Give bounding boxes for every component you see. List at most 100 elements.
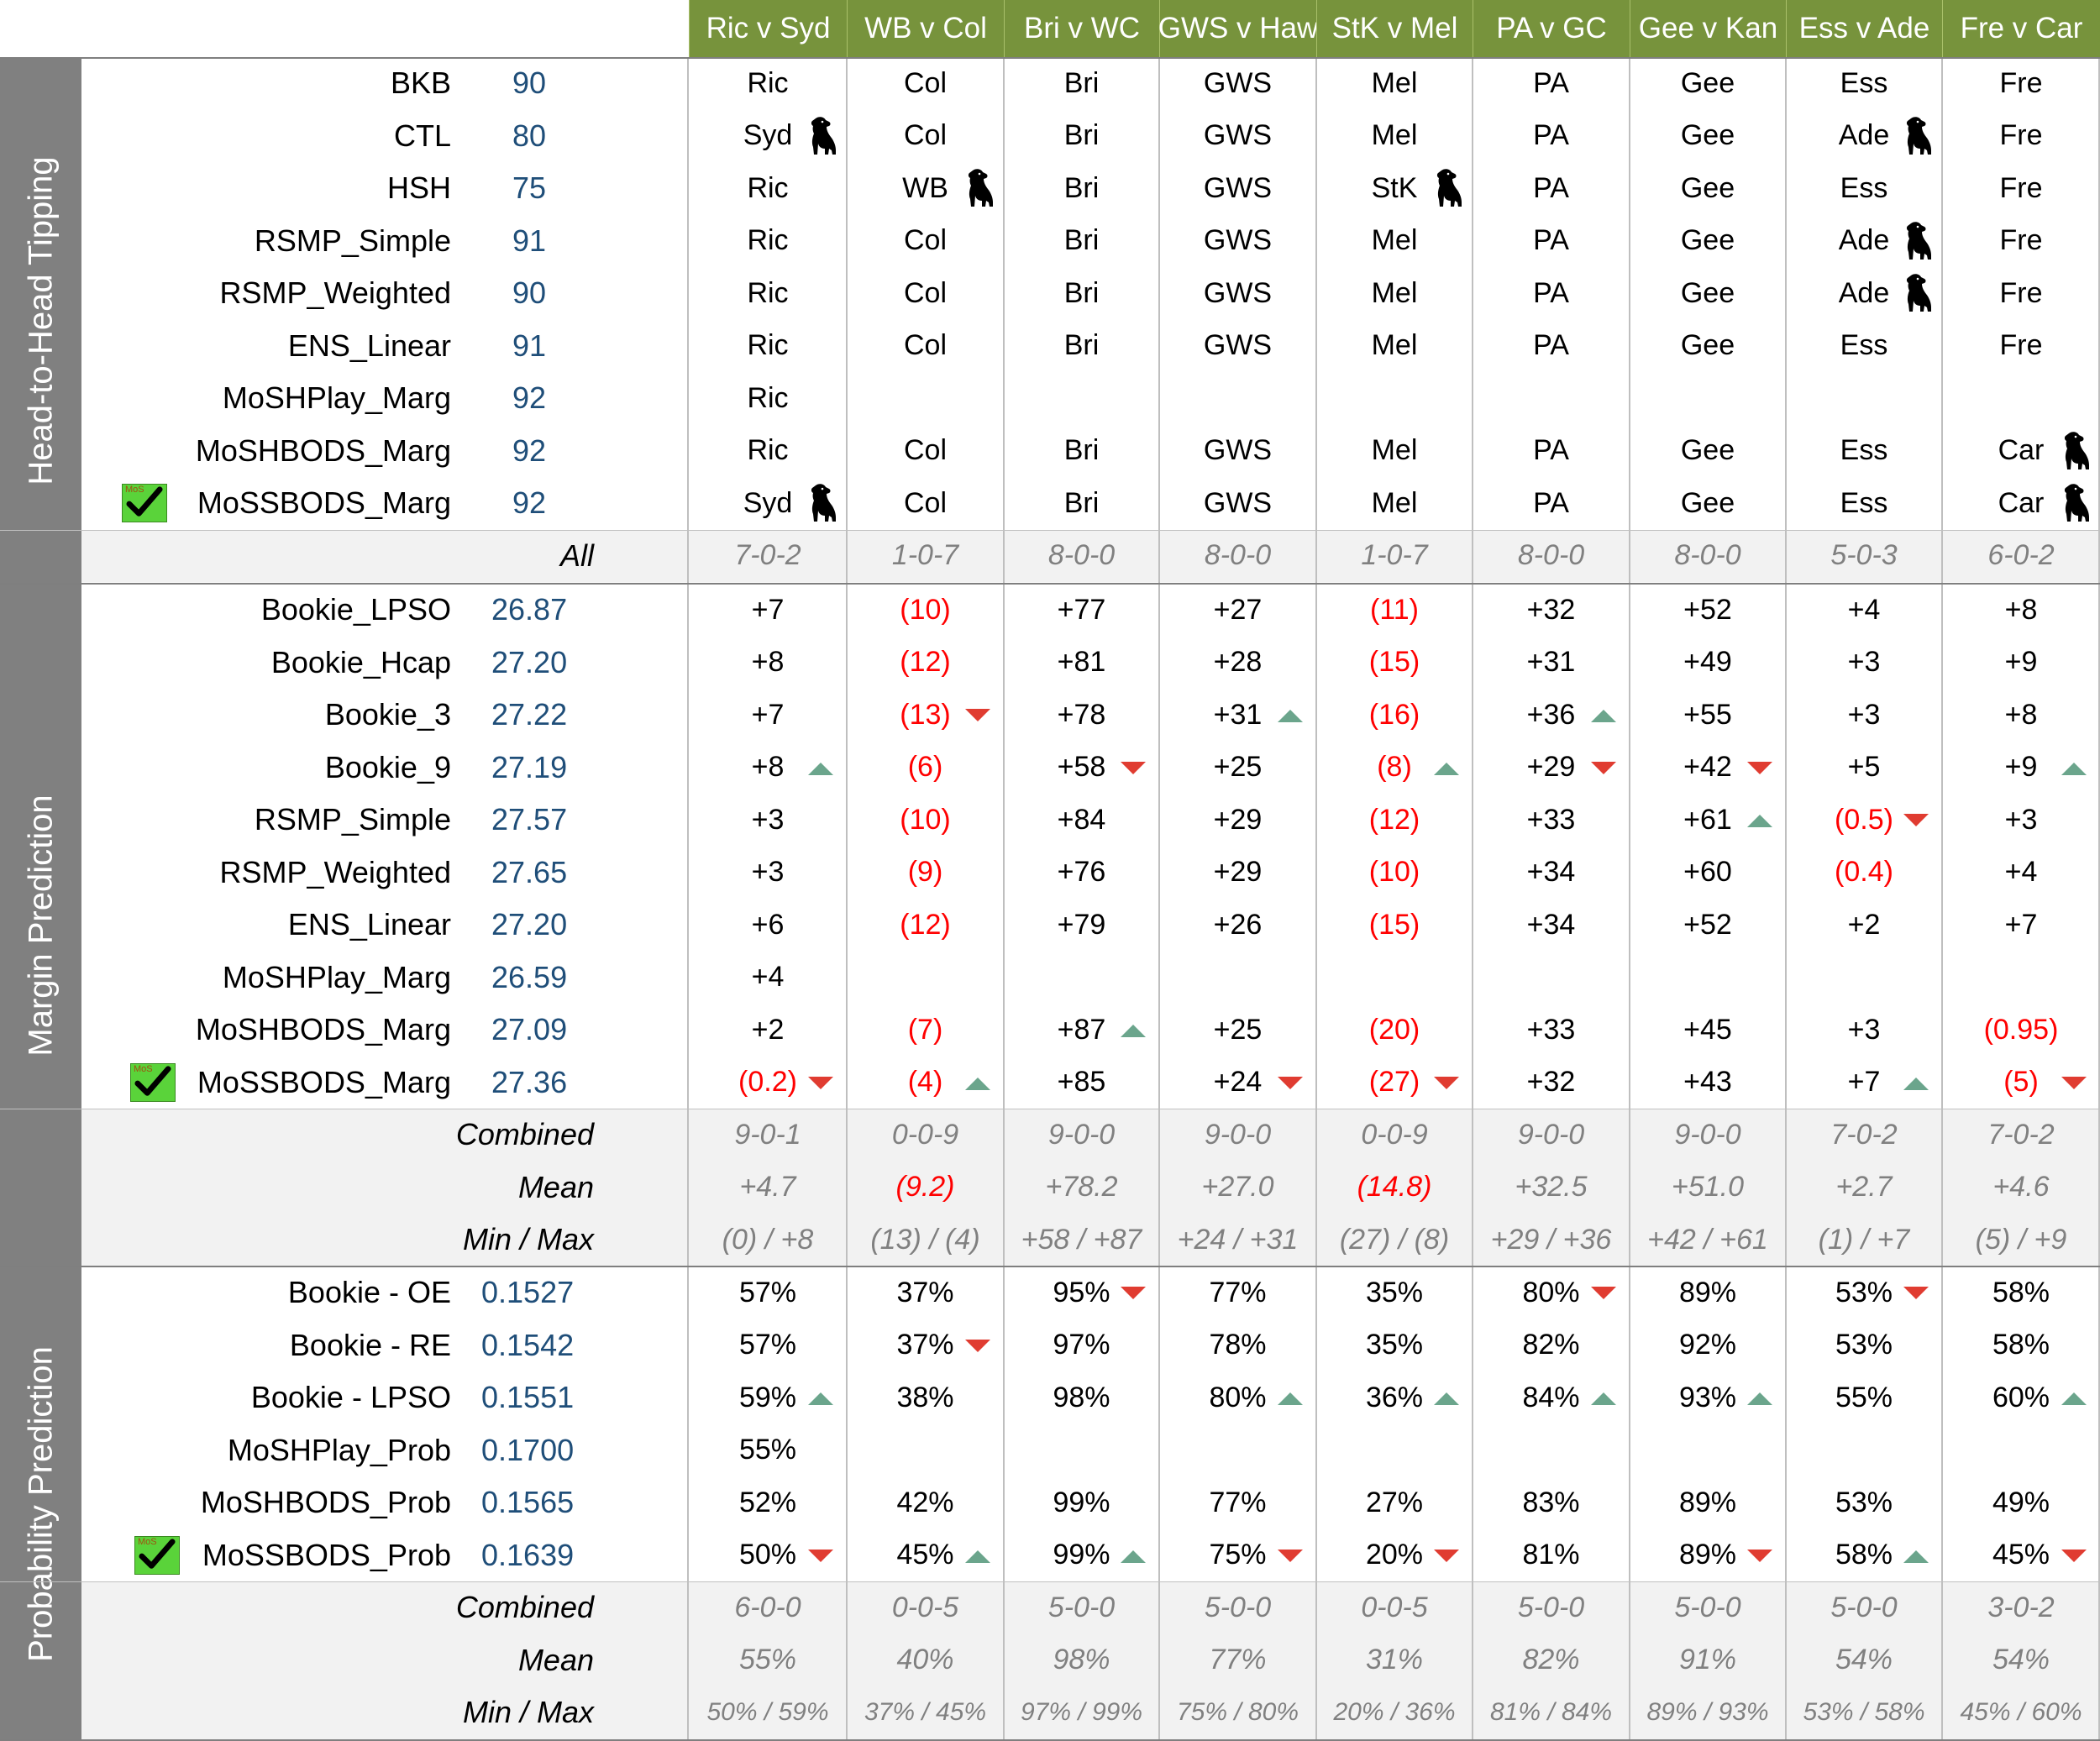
margin-cell: +36 bbox=[1526, 698, 1576, 731]
h2h-cell: Ade bbox=[1838, 119, 1890, 152]
game-header[interactable]: Fre v Car bbox=[1942, 0, 2100, 57]
summary-cell: 9-0-0 bbox=[1047, 1118, 1116, 1151]
h2h-cell: Fre bbox=[1999, 224, 2043, 257]
prob-cell bbox=[1159, 1424, 1316, 1477]
prob-cell: 20% bbox=[1365, 1539, 1424, 1571]
margin-cell: (11) bbox=[1370, 593, 1419, 626]
model-score: 0.1551 bbox=[481, 1380, 575, 1415]
game-header[interactable]: PA v GC bbox=[1473, 0, 1630, 57]
margin-cell: +24 bbox=[1213, 1066, 1263, 1099]
h2h-cell: Ess bbox=[1840, 434, 1888, 467]
margin-cell: +25 bbox=[1213, 1013, 1263, 1046]
h2h-cell: Fre bbox=[1999, 276, 2043, 309]
margin-cell: (10) bbox=[900, 593, 951, 626]
margin-cell bbox=[1159, 952, 1316, 1004]
h2h-cell: Ade bbox=[1838, 276, 1890, 309]
summary-cell: 98% bbox=[1053, 1644, 1110, 1676]
model-name: Bookie - RE bbox=[289, 1327, 451, 1362]
prob-cell: 98% bbox=[1053, 1381, 1110, 1413]
down-arrow-icon bbox=[1434, 1549, 1459, 1562]
h2h-cell: Car bbox=[1998, 434, 2045, 467]
summary-band bbox=[81, 1109, 2100, 1266]
h2h-cell: PA bbox=[1533, 119, 1569, 152]
margin-cell: +3 bbox=[1847, 1013, 1881, 1046]
game-header[interactable]: Ess v Ade bbox=[1786, 0, 1942, 57]
section-label-prob: Probability Prediction bbox=[22, 1345, 59, 1662]
margin-cell bbox=[847, 952, 1004, 1004]
margin-cell: +52 bbox=[1683, 593, 1732, 626]
prob-cell: 89% bbox=[1678, 1486, 1737, 1518]
h2h-cell: Ric bbox=[747, 66, 789, 99]
summary-cell: 5-0-0 bbox=[1047, 1591, 1116, 1623]
margin-cell: (12) bbox=[900, 908, 951, 941]
game-header[interactable]: Bri v WC bbox=[1004, 0, 1159, 57]
down-arrow-icon bbox=[1278, 1549, 1303, 1562]
game-header[interactable]: StK v Mel bbox=[1316, 0, 1473, 57]
margin-cell: (8) bbox=[1377, 751, 1412, 784]
margin-cell: (16) bbox=[1368, 698, 1420, 731]
margin-cell: (12) bbox=[900, 646, 951, 679]
prob-cell: 37% bbox=[896, 1329, 954, 1361]
h2h-cell: GWS bbox=[1203, 224, 1273, 257]
row-divider bbox=[0, 529, 2100, 531]
margin-cell: +85 bbox=[1057, 1066, 1106, 1099]
down-arrow-icon bbox=[808, 1549, 833, 1562]
model-name: Bookie - OE bbox=[287, 1275, 451, 1310]
margin-cell: +32 bbox=[1526, 593, 1576, 626]
summary-cell: 1-0-7 bbox=[1361, 539, 1428, 572]
game-header[interactable]: Gee v Kan bbox=[1630, 0, 1786, 57]
section-side-h2h bbox=[0, 57, 81, 584]
prob-cell: 84% bbox=[1522, 1381, 1580, 1413]
column-divider bbox=[1315, 57, 1317, 1741]
up-arrow-icon bbox=[1121, 1550, 1146, 1563]
summary-cell: 0-0-9 bbox=[1361, 1118, 1428, 1151]
model-score: 26.59 bbox=[491, 959, 568, 994]
margin-cell bbox=[1630, 952, 1786, 1004]
margin-cell: +33 bbox=[1526, 803, 1576, 836]
model-name: RSMP_Weighted bbox=[219, 275, 451, 311]
summary-label: Mean bbox=[517, 1169, 594, 1204]
h2h-cell: Ess bbox=[1840, 66, 1888, 99]
prob-cell: 53% bbox=[1835, 1486, 1893, 1518]
h2h-cell: Syd bbox=[743, 486, 793, 519]
down-arrow-icon bbox=[1903, 1287, 1929, 1299]
prob-cell: 45% bbox=[896, 1539, 954, 1571]
h2h-cell: PA bbox=[1533, 224, 1569, 257]
model-name: MoSHBODS_Marg bbox=[195, 433, 451, 468]
summary-cell: 6-0-0 bbox=[734, 1591, 801, 1623]
margin-cell: (15) bbox=[1368, 646, 1420, 679]
underdog-dog-icon bbox=[2056, 430, 2093, 472]
prob-cell: 75% bbox=[1209, 1539, 1267, 1571]
margin-cell: +7 bbox=[1847, 1066, 1881, 1099]
down-arrow-icon bbox=[1903, 814, 1929, 826]
margin-cell: (20) bbox=[1368, 1013, 1420, 1046]
summary-cell: 20% / 36% bbox=[1333, 1698, 1456, 1727]
margin-cell: +4 bbox=[1847, 593, 1881, 626]
down-arrow-icon bbox=[1121, 761, 1146, 774]
margin-cell: +34 bbox=[1526, 856, 1576, 889]
down-arrow-icon bbox=[808, 1076, 833, 1089]
model-score: 90 bbox=[512, 275, 547, 311]
game-header[interactable]: GWS v Haw bbox=[1158, 0, 1318, 57]
up-arrow-icon bbox=[1747, 1392, 1772, 1405]
game-header[interactable]: Ric v Syd bbox=[689, 0, 847, 57]
h2h-cell: GWS bbox=[1203, 329, 1273, 362]
margin-cell: +9 bbox=[2004, 646, 2038, 679]
model-score: 90 bbox=[512, 66, 547, 101]
down-arrow-icon bbox=[965, 709, 990, 721]
column-divider bbox=[1472, 57, 1473, 1741]
model-name: ENS_Linear bbox=[287, 907, 451, 942]
game-header[interactable]: WB v Col bbox=[847, 0, 1004, 57]
up-arrow-icon bbox=[1591, 710, 1616, 722]
summary-cell: 6-0-2 bbox=[1987, 539, 2055, 572]
h2h-cell: Ess bbox=[1840, 171, 1888, 204]
up-arrow-icon bbox=[2061, 1392, 2087, 1405]
up-arrow-icon bbox=[1903, 1077, 1929, 1090]
model-name: RSMP_Simple bbox=[254, 802, 451, 837]
margin-cell: (10) bbox=[900, 803, 951, 836]
h2h-cell: Col bbox=[903, 119, 948, 152]
prob-cell: 38% bbox=[896, 1381, 954, 1413]
row-divider bbox=[0, 1266, 2100, 1267]
down-arrow-icon bbox=[2061, 1076, 2087, 1089]
summary-cell: +24 / +31 bbox=[1177, 1223, 1299, 1256]
